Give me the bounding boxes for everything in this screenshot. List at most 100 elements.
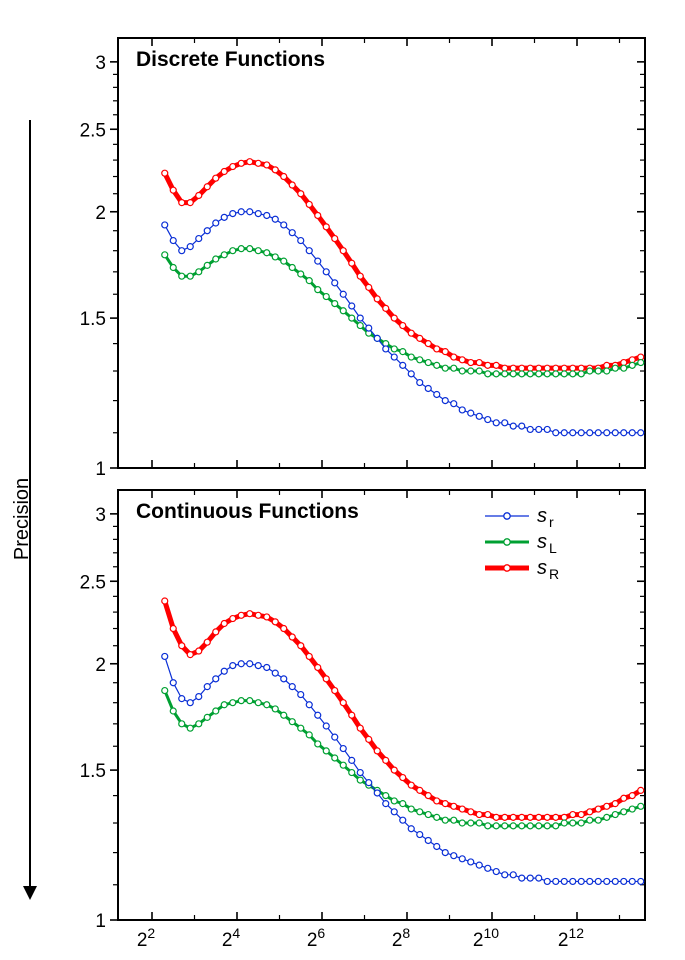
y-tick-label: 2 — [95, 203, 106, 224]
series-marker-sr — [493, 420, 499, 426]
series-marker-sL — [604, 814, 610, 820]
series-marker-sL — [408, 354, 414, 360]
series-marker-sr — [451, 401, 457, 407]
series-marker-sL — [349, 770, 355, 776]
series-marker-sr — [400, 817, 406, 823]
series-marker-sr — [349, 303, 355, 309]
series-marker-sr — [315, 258, 321, 264]
plot-frame — [118, 490, 645, 920]
series-marker-sL — [578, 371, 584, 377]
series-marker-sL — [323, 748, 329, 754]
series-marker-sL — [587, 368, 593, 374]
series-marker-sr — [442, 850, 448, 856]
panel-title: Continuous Functions — [136, 500, 359, 523]
series-marker-sR — [315, 664, 321, 670]
precision-arrow-head — [23, 886, 37, 900]
series-marker-sR — [400, 323, 406, 329]
series-marker-sr — [629, 430, 635, 436]
series-marker-sr — [510, 423, 516, 429]
series-marker-sr — [306, 702, 312, 708]
series-line-sR — [165, 601, 641, 817]
series-marker-sL — [289, 719, 295, 725]
series-marker-sr — [417, 380, 423, 386]
series-line-sr — [165, 656, 641, 881]
series-marker-sL — [221, 702, 227, 708]
series-marker-sL — [502, 823, 508, 829]
series-marker-sL — [536, 823, 542, 829]
series-marker-sL — [400, 349, 406, 355]
series-marker-sL — [196, 269, 202, 275]
series-marker-sr — [187, 700, 193, 706]
panel-continuous: 11.522.5322242628210212Continuous Functi… — [80, 490, 645, 951]
series-marker-sL — [578, 820, 584, 826]
series-marker-sR — [264, 614, 270, 620]
series-marker-sR — [383, 757, 389, 763]
series-marker-sL — [417, 809, 423, 815]
series-marker-sr — [340, 746, 346, 752]
series-marker-sR — [349, 260, 355, 266]
series-marker-sL — [434, 814, 440, 820]
series-marker-sR — [485, 362, 491, 368]
series-marker-sL — [315, 741, 321, 747]
series-marker-sr — [213, 676, 219, 682]
series-marker-sR — [553, 814, 559, 820]
series-marker-sr — [442, 398, 448, 404]
series-marker-sr — [612, 430, 618, 436]
series-marker-sr — [247, 209, 253, 215]
y-tick-label: 1.5 — [80, 309, 106, 330]
series-marker-sR — [621, 795, 627, 801]
series-marker-sr — [544, 878, 550, 884]
series-marker-sR — [187, 200, 193, 206]
y-tick-label: 1 — [95, 459, 106, 480]
series-marker-sR — [587, 809, 593, 815]
series-marker-sr — [502, 872, 508, 878]
series-marker-sR — [349, 712, 355, 718]
series-marker-sL — [544, 371, 550, 377]
series-marker-sr — [323, 269, 329, 275]
series-marker-sL — [213, 708, 219, 714]
series-marker-sL — [519, 371, 525, 377]
series-marker-sR — [204, 639, 210, 645]
series-marker-sr — [264, 664, 270, 670]
series-marker-sr — [400, 362, 406, 368]
series-marker-sR — [570, 812, 576, 818]
series-marker-sR — [247, 159, 253, 165]
series-marker-sR — [510, 814, 516, 820]
series-marker-sR — [629, 793, 635, 799]
series-marker-sR — [289, 634, 295, 640]
series-marker-sR — [332, 688, 338, 694]
y-tick-label: 2.5 — [80, 120, 106, 141]
series-marker-sL — [298, 271, 304, 277]
series-marker-sR — [604, 803, 610, 809]
series-marker-sr — [383, 346, 389, 352]
series-marker-sR — [408, 330, 414, 336]
series-marker-sL — [264, 702, 270, 708]
series-marker-sr — [476, 413, 482, 419]
series-marker-sr — [255, 663, 261, 669]
series-marker-sR — [417, 787, 423, 793]
series-marker-sL — [544, 823, 550, 829]
series-marker-sL — [595, 817, 601, 823]
series-marker-sr — [247, 661, 253, 667]
series-marker-sr — [357, 770, 363, 776]
series-marker-sL — [612, 365, 618, 371]
series-marker-sR — [298, 191, 304, 197]
series-marker-sR — [323, 224, 329, 230]
series-marker-sr — [298, 238, 304, 244]
series-marker-sL — [306, 732, 312, 738]
series-marker-sL — [442, 365, 448, 371]
series-marker-sr — [281, 222, 287, 228]
series-marker-sr — [536, 426, 542, 432]
series-marker-sL — [323, 294, 329, 300]
series-marker-sL — [247, 698, 253, 704]
series-line-sR — [165, 162, 641, 368]
series-marker-sr — [485, 417, 491, 423]
series-marker-sR — [272, 167, 278, 173]
series-marker-sL — [493, 823, 499, 829]
series-marker-sL — [510, 371, 516, 377]
series-marker-sL — [553, 371, 559, 377]
series-marker-sR — [374, 296, 380, 302]
series-marker-sr — [332, 280, 338, 286]
series-marker-sL — [587, 817, 593, 823]
series-marker-sR — [493, 362, 499, 368]
